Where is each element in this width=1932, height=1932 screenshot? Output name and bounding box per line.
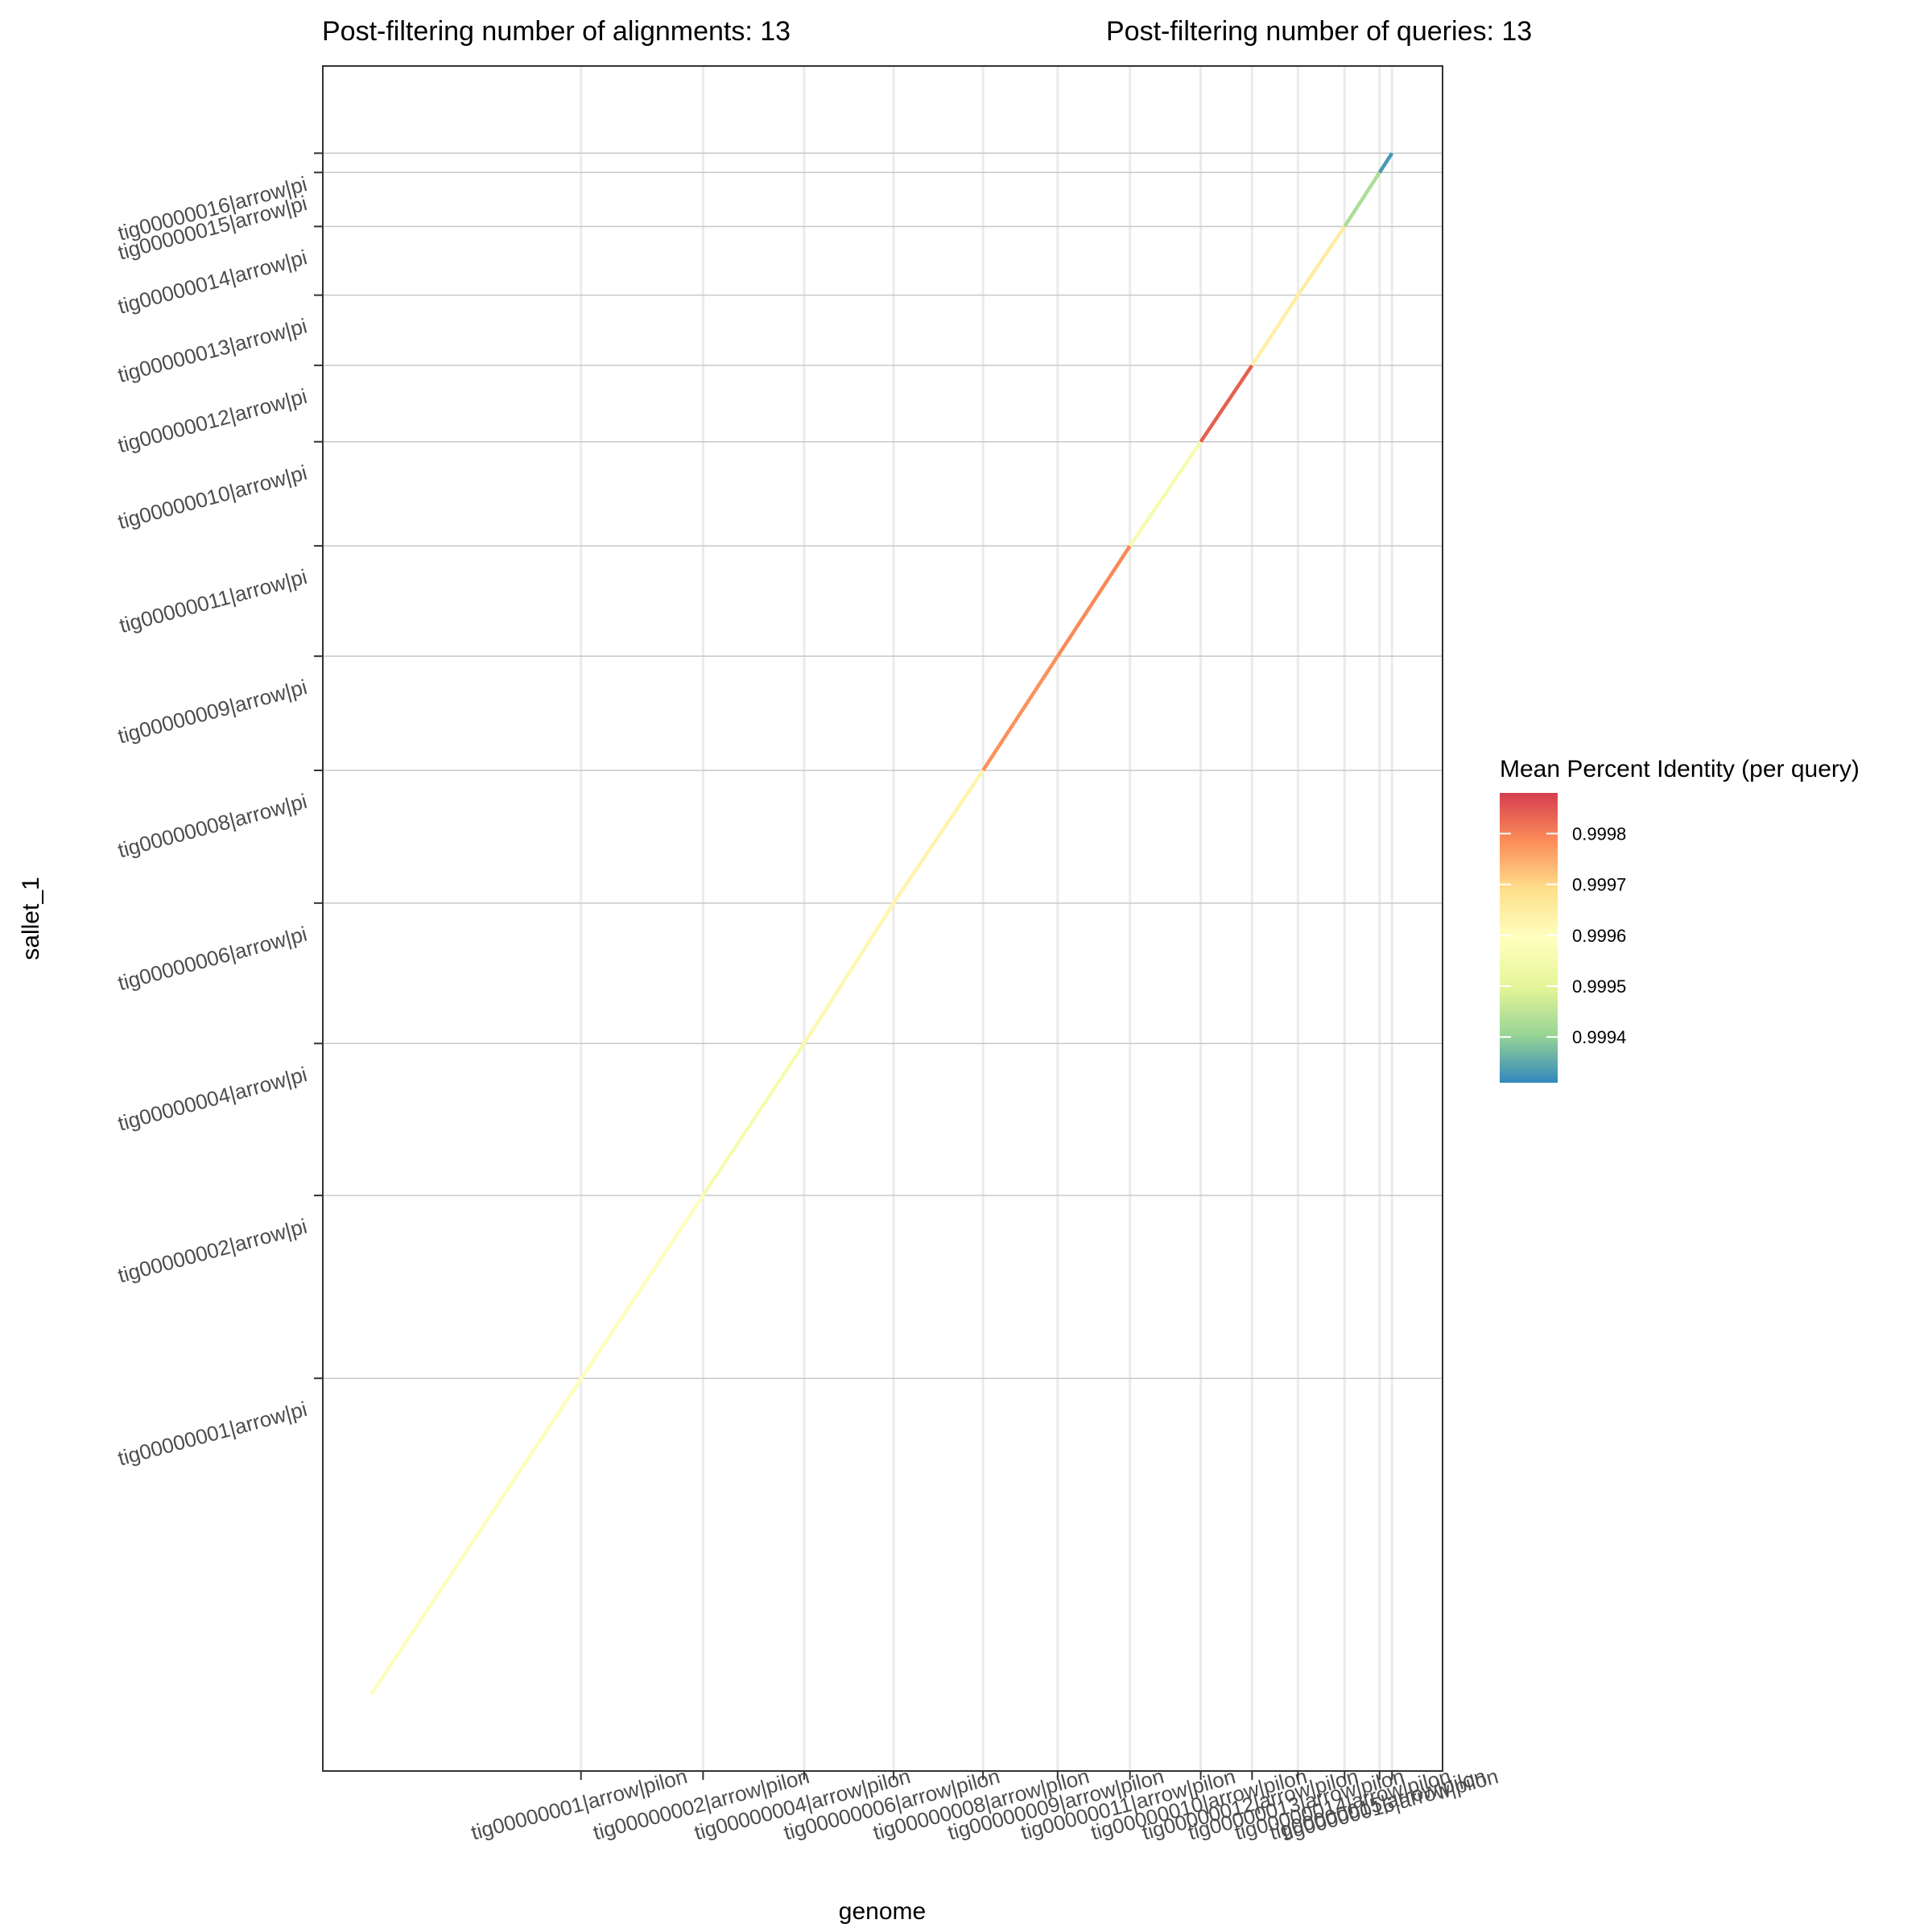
chart-title-alignments: Post-filtering number of alignments: 13	[322, 16, 791, 47]
legend-tick-label: 0.9996	[1572, 926, 1626, 946]
legend-colorbar	[1500, 793, 1558, 1083]
alignment-segment	[803, 902, 895, 1045]
y-tick-label: tig00000008|arrow|pi	[115, 789, 309, 863]
alignment-segment	[892, 769, 985, 905]
y-axis-title: sallet_1	[18, 877, 44, 960]
plot-border	[322, 65, 1443, 1772]
alignment-segment	[1055, 544, 1132, 658]
legend-ticks: 0.9994 0.9995 0.9996 0.9997 0.9998	[1500, 824, 1626, 1047]
alignment-segment	[981, 654, 1059, 772]
alignment-segment	[1250, 294, 1300, 367]
y-tick-label: tig00000010|arrow|pi	[115, 460, 309, 535]
alignment-segment	[1199, 364, 1254, 443]
alignment-segment	[1128, 440, 1203, 547]
y-gridlines	[323, 152, 1443, 1379]
alignment-segment	[701, 1042, 806, 1197]
y-tick-label: tig00000009|arrow|pi	[115, 675, 309, 749]
alignment-segment	[1343, 171, 1381, 228]
y-tick-label: tig00000011|arrow|pi	[117, 564, 310, 638]
x-axis-title: genome	[839, 1898, 926, 1925]
legend-tick-label: 0.9995	[1572, 976, 1626, 997]
legend-title: Mean Percent Identity (per query)	[1500, 756, 1860, 782]
y-tick-label: tig00000006|arrow|pi	[115, 922, 309, 996]
y-tick-label: tig00000002|arrow|pi	[115, 1214, 309, 1288]
y-tick-label: tig00000012|arrow|pi	[115, 384, 309, 458]
y-tick-label: tig00000004|arrow|pi	[115, 1062, 309, 1136]
x-axis-ticks: tig00000001|arrow|pilontig00000002|arrow…	[469, 1764, 1501, 1845]
legend-tick-label: 0.9994	[1572, 1027, 1626, 1047]
legend: Mean Percent Identity (per query) 0.9994…	[1500, 756, 1860, 1083]
legend-tick-label: 0.9998	[1572, 824, 1626, 844]
chart-title-queries: Post-filtering number of queries: 13	[1106, 16, 1532, 47]
y-tick-label: tig00000013|arrow|pi	[115, 313, 309, 387]
y-axis-ticks: tig00000001|arrow|pi tig00000002|arrow|pi…	[115, 152, 323, 1471]
alignment-segments	[369, 152, 1394, 1696]
alignment-segment	[1296, 225, 1347, 296]
x-gridlines	[580, 66, 1393, 1771]
alignment-segment	[1377, 152, 1394, 174]
alignment-segment	[369, 1194, 705, 1696]
y-tick-label: tig00000001|arrow|pi	[115, 1397, 309, 1471]
legend-tick-label: 0.9997	[1572, 875, 1626, 895]
